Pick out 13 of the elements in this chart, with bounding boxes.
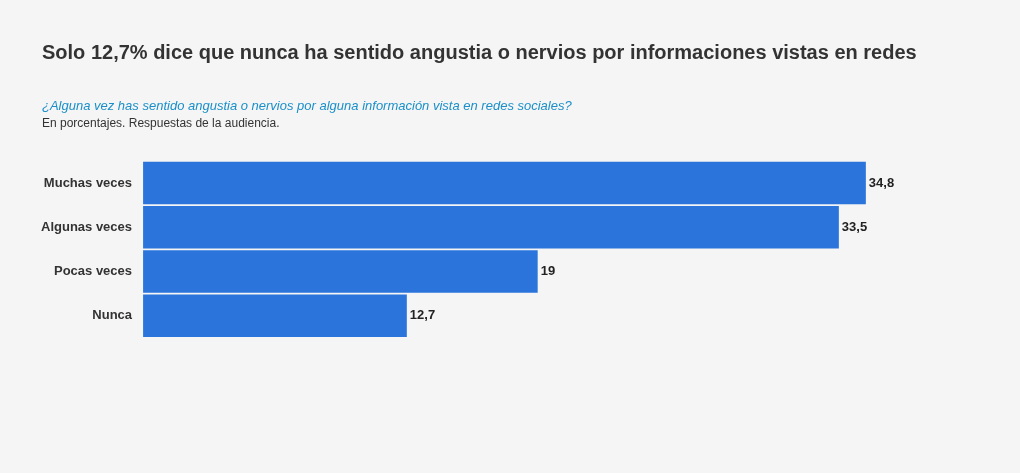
data-label: 33,5 (841, 218, 868, 234)
y-tick-label: Nunca (92, 307, 133, 323)
data-label: 34,8 (868, 174, 895, 190)
bar (143, 294, 407, 338)
chart-title: Solo 12,7% dice que nunca ha sentido angustia o nervios por informaciones vistas en redes (42, 40, 918, 64)
data-label: 12,7 (409, 307, 436, 323)
y-tick-label: Pocas veces (53, 263, 133, 279)
text: En porcentajes. Respuestas de la audiencia. (42, 116, 280, 130)
bar (143, 161, 866, 205)
y-tick-label: Algunas veces (41, 218, 133, 234)
data-label: 19 (540, 263, 556, 279)
chart-subtitle: ¿Alguna vez has sentido angustia o nervios por alguna información vista en redes sociales? (42, 98, 572, 113)
y-tick-label: Muchas veces (43, 174, 133, 190)
